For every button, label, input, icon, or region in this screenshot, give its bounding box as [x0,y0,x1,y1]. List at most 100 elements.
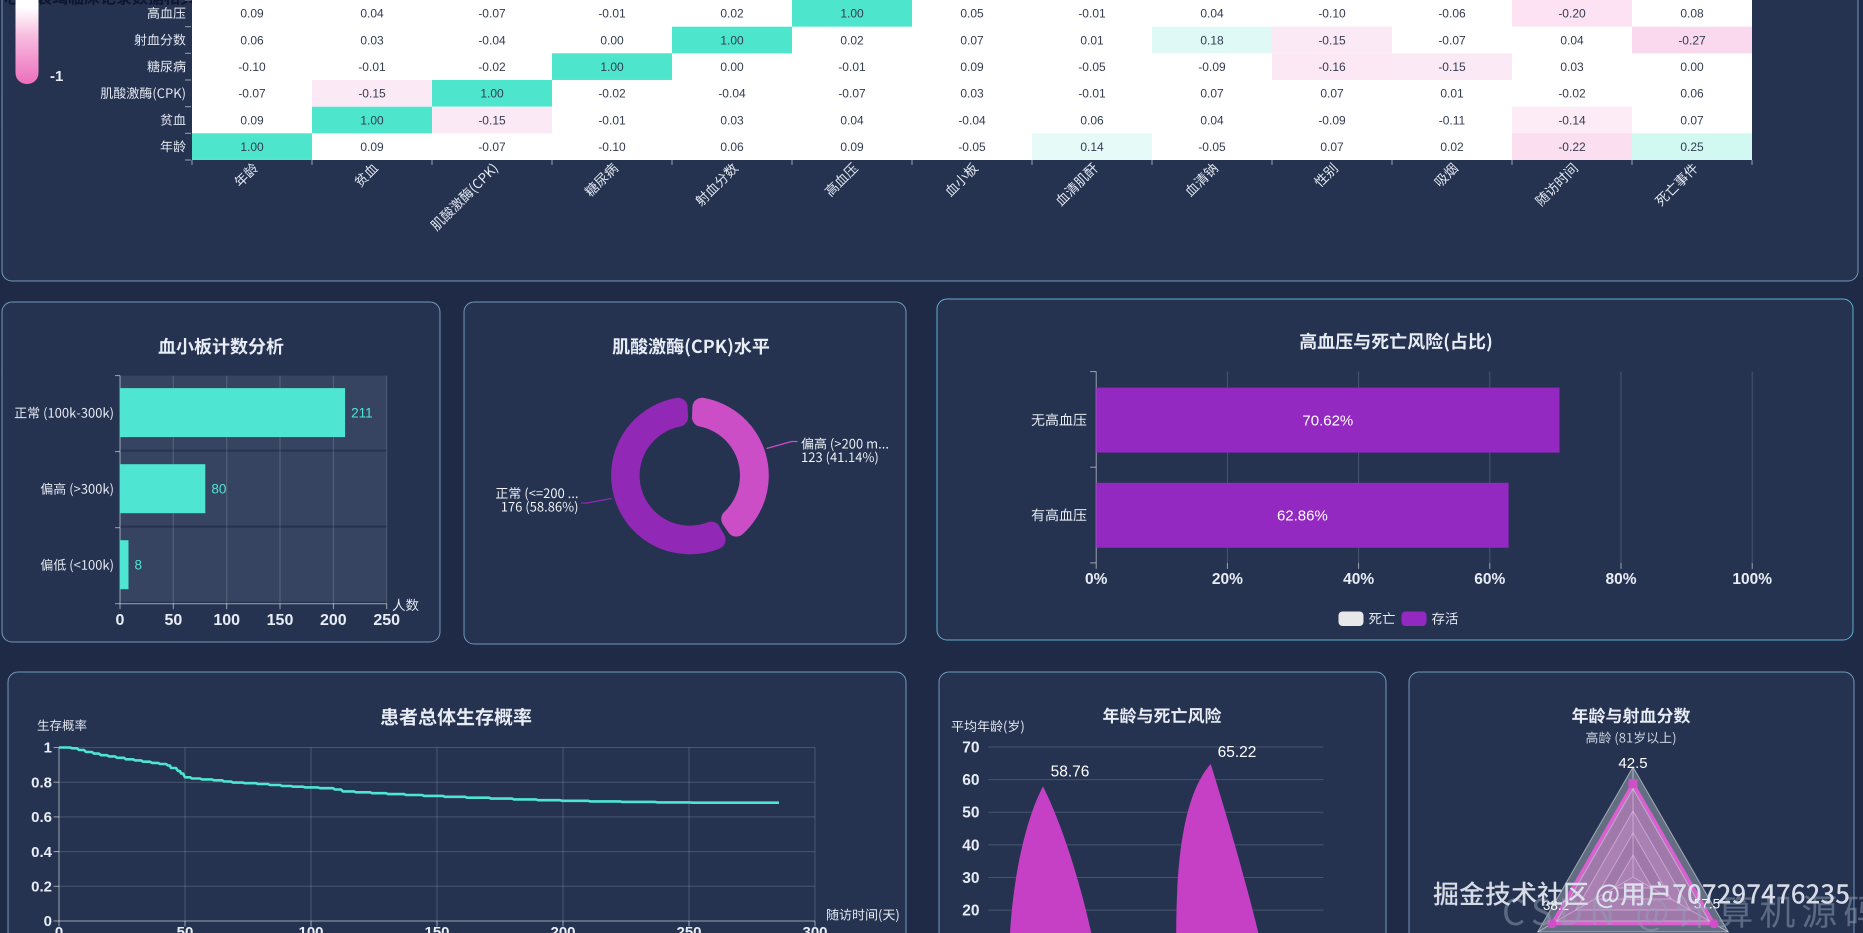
svg-text:100: 100 [213,612,240,629]
svg-text:20%: 20% [1212,571,1243,588]
svg-text:-0.15: -0.15 [1438,60,1466,74]
svg-text:-0.09: -0.09 [1318,113,1346,127]
svg-text:1.00: 1.00 [240,140,264,154]
svg-text:8: 8 [135,558,143,573]
svg-text:0: 0 [44,913,52,930]
svg-text:60%: 60% [1474,571,1505,588]
svg-text:0.6: 0.6 [31,809,52,826]
svg-text:0.2: 0.2 [31,879,52,896]
svg-text:58.76: 58.76 [1051,764,1090,781]
svg-text:0.09: 0.09 [840,140,864,154]
svg-text:-0.10: -0.10 [238,60,266,74]
svg-text:0.02: 0.02 [1440,140,1464,154]
svg-text:60: 60 [962,772,979,789]
svg-text:-0.07: -0.07 [478,7,506,21]
svg-text:70: 70 [962,739,979,756]
svg-text:100: 100 [298,924,323,933]
svg-text:-0.02: -0.02 [1558,87,1586,101]
svg-text:-0.07: -0.07 [1438,33,1466,47]
svg-text:0.09: 0.09 [240,113,264,127]
svg-text:20: 20 [962,903,979,920]
svg-text:0.04: 0.04 [360,7,384,21]
svg-text:-0.06: -0.06 [1438,7,1466,21]
svg-text:1.00: 1.00 [480,87,504,101]
svg-text:50: 50 [962,805,979,822]
svg-text:80%: 80% [1605,571,1636,588]
svg-text:0.08: 0.08 [1680,7,1704,21]
svg-text:0.07: 0.07 [1680,113,1704,127]
svg-text:1.00: 1.00 [840,7,864,21]
svg-text:250: 250 [676,924,701,933]
svg-text:0: 0 [55,924,63,933]
svg-text:-0.01: -0.01 [598,7,626,21]
svg-text:-0.01: -0.01 [358,60,386,74]
svg-text:0.09: 0.09 [240,7,264,21]
svg-text:-0.01: -0.01 [1078,87,1106,101]
svg-text:62.86%: 62.86% [1277,508,1328,525]
svg-text:1.00: 1.00 [360,113,384,127]
svg-text:0%: 0% [1085,571,1108,588]
svg-text:0.03: 0.03 [1560,60,1584,74]
svg-text:0.00: 0.00 [720,60,744,74]
svg-text:-0.07: -0.07 [478,140,506,154]
svg-text:0.07: 0.07 [960,33,984,47]
svg-text:-0.01: -0.01 [598,113,626,127]
svg-text:40%: 40% [1343,571,1374,588]
svg-text:250: 250 [373,612,400,629]
svg-text:-0.05: -0.05 [958,140,986,154]
svg-text:0.8: 0.8 [31,774,52,791]
svg-text:-0.10: -0.10 [1318,7,1346,21]
svg-text:-0.04: -0.04 [958,113,986,127]
svg-text:-0.07: -0.07 [238,87,266,101]
svg-text:-0.05: -0.05 [1198,140,1226,154]
svg-text:-0.01: -0.01 [838,60,866,74]
svg-text:0.18: 0.18 [1200,33,1224,47]
svg-text:0.06: 0.06 [1080,113,1104,127]
svg-text:300: 300 [802,924,827,933]
svg-text:100%: 100% [1732,571,1772,588]
svg-text:0.04: 0.04 [1560,33,1584,47]
svg-text:0.01: 0.01 [1080,33,1104,47]
svg-text:0.4: 0.4 [31,844,53,861]
svg-text:50: 50 [177,924,194,933]
svg-text:211: 211 [351,406,373,421]
svg-text:-0.27: -0.27 [1678,33,1706,47]
svg-text:-0.04: -0.04 [478,33,506,47]
svg-text:-1: -1 [50,68,63,85]
svg-text:65.22: 65.22 [1218,744,1257,761]
svg-text:42.5: 42.5 [1618,755,1647,772]
svg-text:0.07: 0.07 [1320,140,1344,154]
svg-text:-0.16: -0.16 [1318,60,1346,74]
svg-text:0.05: 0.05 [960,7,984,21]
svg-text:0.07: 0.07 [1200,87,1224,101]
svg-text:-0.02: -0.02 [598,87,626,101]
svg-text:-0.14: -0.14 [1558,113,1586,127]
svg-text:0.06: 0.06 [1680,87,1704,101]
svg-text:-0.10: -0.10 [598,140,626,154]
svg-text:50: 50 [164,612,182,629]
svg-text:-0.04: -0.04 [718,87,746,101]
svg-text:-0.11: -0.11 [1439,113,1466,127]
svg-text:0.14: 0.14 [1080,140,1104,154]
svg-text:0.06: 0.06 [720,140,744,154]
svg-text:-0.20: -0.20 [1558,7,1586,21]
svg-text:30: 30 [962,870,979,887]
svg-text:-0.05: -0.05 [1078,60,1106,74]
svg-text:-0.15: -0.15 [358,87,386,101]
svg-text:80: 80 [211,482,226,497]
svg-text:0.00: 0.00 [1680,60,1704,74]
svg-text:0.02: 0.02 [840,33,864,47]
svg-text:0.03: 0.03 [960,87,984,101]
svg-text:150: 150 [267,612,294,629]
svg-text:70.62%: 70.62% [1302,412,1353,429]
svg-text:0.04: 0.04 [840,113,864,127]
svg-text:-0.07: -0.07 [838,87,866,101]
svg-text:0.03: 0.03 [360,33,384,47]
svg-text:0.00: 0.00 [600,33,624,47]
svg-text:0.04: 0.04 [1200,113,1224,127]
svg-text:-0.15: -0.15 [478,113,506,127]
svg-text:0.04: 0.04 [1200,7,1224,21]
svg-text:1.00: 1.00 [600,60,624,74]
svg-text:0.02: 0.02 [720,7,744,21]
svg-text:-0.15: -0.15 [1318,33,1346,47]
